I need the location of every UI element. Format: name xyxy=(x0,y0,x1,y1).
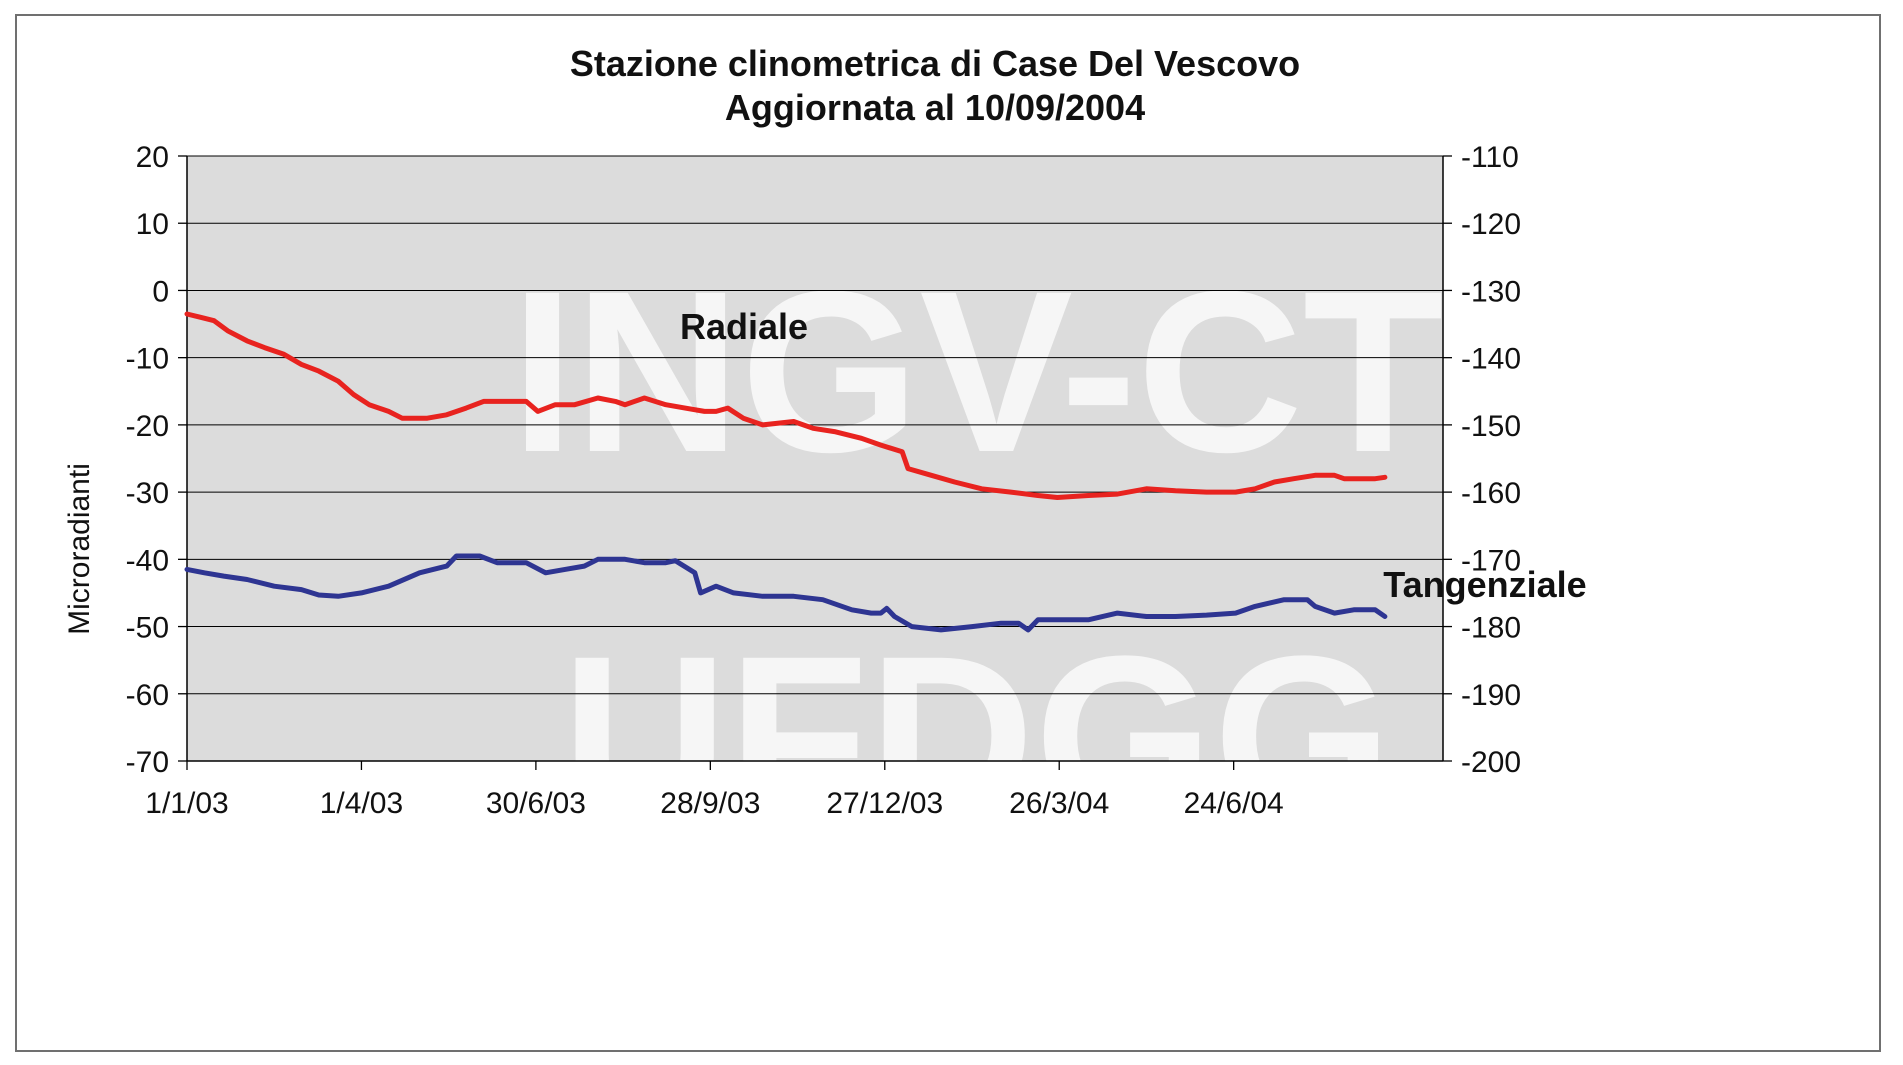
x-tick-label: 26/3/04 xyxy=(1009,787,1109,820)
series-line-radiale xyxy=(184,311,1388,500)
watermark: INGV-CT UFDGG xyxy=(511,243,1444,865)
chart-svg: Stazione clinometrica di Case Del Vescov… xyxy=(63,43,1587,865)
y-tick-label: -40 xyxy=(126,544,169,577)
y-axis-title: Microradianti xyxy=(63,463,96,635)
y2-tick-label: -120 xyxy=(1461,208,1521,241)
x-tick-label: 28/9/03 xyxy=(660,787,760,820)
watermark-line-2: UFDGG xyxy=(562,608,1393,865)
chart-subtitle: Aggiornata al 10/09/2004 xyxy=(725,87,1145,128)
plot-area xyxy=(187,156,1443,761)
y-tick-label: -10 xyxy=(126,343,169,376)
axes-layer: 20 -110 10 -120 0 -130 -10 -140 -20 -150 -30 -160 -4… xyxy=(126,141,1521,820)
y-tick-label: 10 xyxy=(136,208,169,241)
y-tick-label: 20 xyxy=(136,141,169,174)
watermark-line-1: INGV-CT xyxy=(511,243,1444,500)
y2-tick-label: -140 xyxy=(1461,343,1521,376)
x-tick-label: 27/12/03 xyxy=(826,787,943,820)
y-tick-label: -20 xyxy=(126,410,169,443)
y-tick-label: -30 xyxy=(126,477,169,510)
chart-frame: Stazione clinometrica di Case Del Vescov… xyxy=(15,14,1881,1052)
y2-tick-label: -200 xyxy=(1461,746,1521,779)
y2-tick-label: -130 xyxy=(1461,275,1521,308)
label-tangenziale: Tangenziale xyxy=(1383,564,1586,605)
y2-tick-label: -110 xyxy=(1461,141,1519,174)
y-tick-label: -50 xyxy=(126,612,169,645)
y2-tick-label: -160 xyxy=(1461,477,1521,510)
y-tick-label: -70 xyxy=(126,746,169,779)
y2-tick-label: -170 xyxy=(1461,544,1521,577)
series-line-tangenziale xyxy=(184,553,1388,633)
label-radiale: Radiale xyxy=(680,306,808,347)
y-tick-label: 0 xyxy=(152,275,169,308)
grid-layer xyxy=(187,155,1443,695)
y2-tick-label: -150 xyxy=(1461,410,1521,443)
y2-tick-label: -190 xyxy=(1461,679,1521,712)
series-layer xyxy=(184,311,1388,633)
y2-tick-label: -180 xyxy=(1461,612,1521,645)
x-tick-label: 1/4/03 xyxy=(320,787,403,820)
x-tick-label: 1/1/03 xyxy=(145,787,228,820)
chart-title: Stazione clinometrica di Case Del Vescov… xyxy=(570,43,1300,84)
y-tick-label: -60 xyxy=(126,679,169,712)
x-tick-label: 30/6/03 xyxy=(486,787,586,820)
x-tick-label: 24/6/04 xyxy=(1184,787,1284,820)
